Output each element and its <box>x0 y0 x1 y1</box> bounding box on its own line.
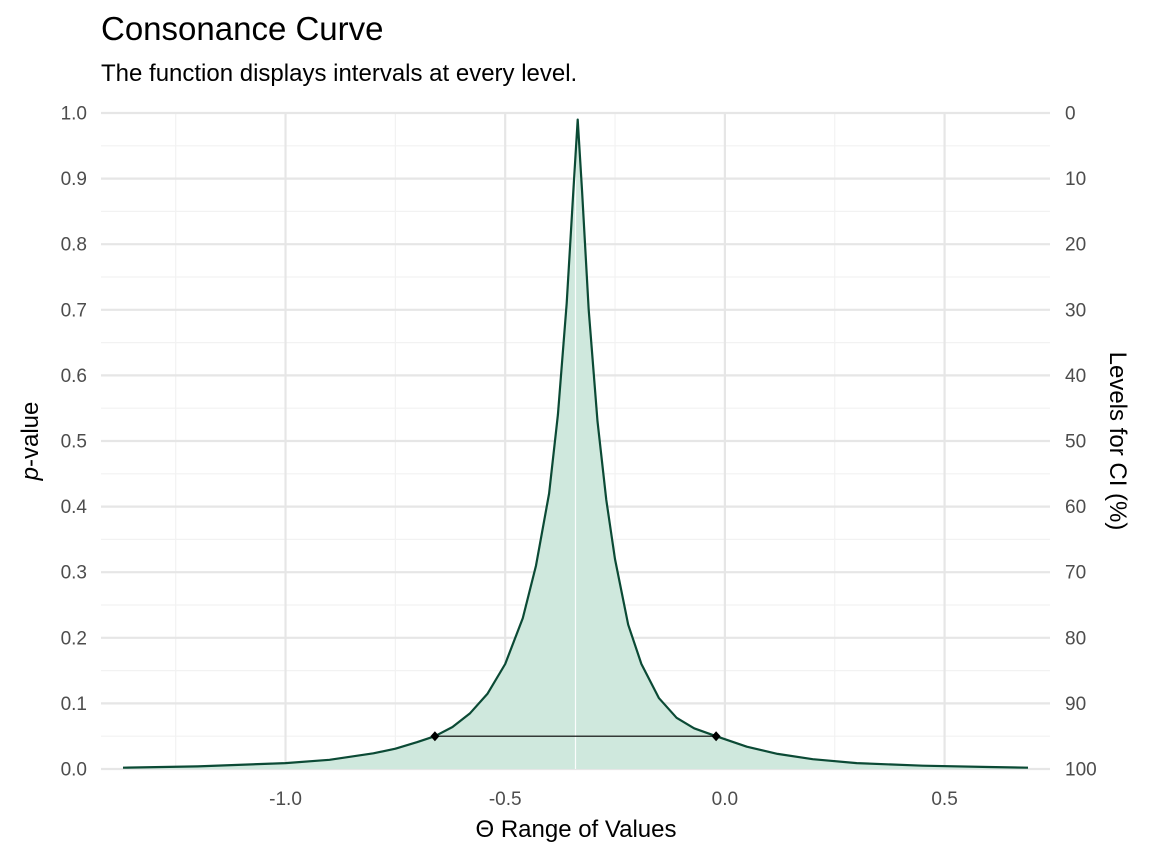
y-tick-label: 0.2 <box>61 628 87 649</box>
y-tick-label: 0.7 <box>61 300 87 321</box>
y-tick-label: 0.1 <box>61 694 87 715</box>
y-tick-label: 0.0 <box>61 760 87 781</box>
y-axis-title-rest: -value <box>17 402 44 467</box>
y2-tick-label: 60 <box>1065 497 1086 518</box>
chart-subtitle: The function displays intervals at every… <box>101 60 577 87</box>
y2-tick-label: 70 <box>1065 563 1086 584</box>
y-axis-title-italic: p <box>17 467 44 481</box>
y-tick-label: 0.5 <box>61 432 87 453</box>
y-tick-label: 1.0 <box>61 104 87 125</box>
plot-marks <box>122 118 1029 770</box>
x-axis-title: Θ Range of Values <box>475 816 676 843</box>
y2-tick-label: 90 <box>1065 694 1086 715</box>
y-tick-label: 0.8 <box>61 235 87 256</box>
y2-axis-title: Levels for CI (%) <box>1104 352 1131 531</box>
y2-tick-label: 100 <box>1065 760 1097 781</box>
y-tick-label: 0.3 <box>61 563 87 584</box>
y-tick-label: 0.9 <box>61 169 87 190</box>
interval-lower-point <box>430 731 440 742</box>
y2-tick-label: 50 <box>1065 432 1086 453</box>
y2-tick-label: 0 <box>1065 104 1076 125</box>
x-axis-ticks: -1.0 -0.5 0.0 0.5 <box>269 789 958 810</box>
y-axis-ticks: 0.0 0.1 0.2 0.3 0.4 0.5 0.6 0.7 0.8 0.9 1.0 <box>61 104 88 781</box>
y2-tick-label: 30 <box>1065 300 1086 321</box>
y2-tick-label: 80 <box>1065 628 1086 649</box>
y-tick-label: 0.4 <box>61 497 88 518</box>
x-tick-label: -1.0 <box>269 789 302 810</box>
x-tick-label: -0.5 <box>489 789 522 810</box>
y2-tick-label: 40 <box>1065 366 1086 387</box>
y-axis-title: p-value <box>17 402 44 482</box>
chart-title: Consonance Curve <box>101 10 384 47</box>
y2-tick-label: 10 <box>1065 169 1086 190</box>
y-tick-label: 0.6 <box>61 366 87 387</box>
interval-upper-point <box>711 731 721 742</box>
consonance-curve <box>122 118 1029 769</box>
x-tick-label: 0.5 <box>931 789 957 810</box>
x-tick-label: 0.0 <box>712 789 738 810</box>
y2-tick-label: 20 <box>1065 235 1086 256</box>
